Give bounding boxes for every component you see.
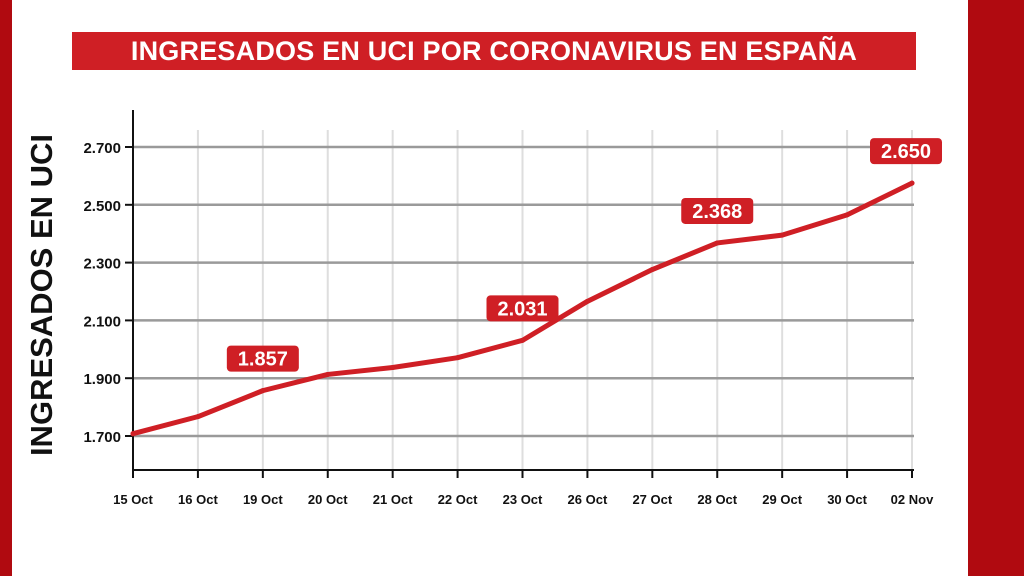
y-tick-label: 1.900 bbox=[83, 371, 121, 388]
left-frame-bar bbox=[0, 0, 12, 576]
x-tick-label: 30 Oct bbox=[827, 492, 867, 507]
data-point bbox=[779, 232, 785, 238]
data-point bbox=[520, 337, 525, 343]
x-tick-label: 20 Oct bbox=[308, 492, 348, 507]
y-tick-label: 2.500 bbox=[83, 198, 121, 215]
data-label: 2.368 bbox=[692, 201, 742, 223]
data-point bbox=[584, 298, 590, 304]
x-tick-label: 27 Oct bbox=[632, 492, 672, 507]
data-label-box bbox=[870, 138, 942, 165]
data-label-box bbox=[486, 295, 559, 322]
data-label: 1.857 bbox=[238, 349, 288, 371]
data-label-box bbox=[226, 345, 299, 372]
data-point bbox=[130, 431, 136, 437]
data-label-box bbox=[681, 197, 754, 224]
data-point bbox=[844, 212, 850, 218]
data-label: 2.031 bbox=[497, 298, 547, 320]
x-tick-label: 15 Oct bbox=[113, 492, 153, 507]
chart-title-banner: INGRESADOS EN UCI POR CORONAVIRUS EN ESP… bbox=[72, 32, 916, 70]
y-tick-label: 1.700 bbox=[83, 429, 121, 446]
x-tick-label: 29 Oct bbox=[762, 492, 802, 507]
data-point bbox=[909, 180, 915, 186]
data-point bbox=[714, 240, 720, 246]
data-point bbox=[325, 371, 331, 377]
x-tick-label: 19 Oct bbox=[243, 492, 283, 507]
data-point bbox=[260, 388, 266, 394]
chart-title: INGRESADOS EN UCI POR CORONAVIRUS EN ESP… bbox=[130, 35, 858, 66]
data-point bbox=[390, 365, 396, 371]
x-tick-label: 23 Oct bbox=[503, 492, 543, 507]
y-tick-label: 2.300 bbox=[83, 256, 121, 273]
data-point bbox=[195, 414, 201, 420]
x-tick-label: 16 Oct bbox=[178, 492, 218, 507]
x-tick-label: 26 Oct bbox=[568, 492, 608, 507]
data-point bbox=[649, 267, 655, 273]
right-frame-bar bbox=[968, 0, 1024, 576]
x-tick-label: 21 Oct bbox=[373, 492, 413, 507]
data-label: 2.650 bbox=[881, 141, 931, 163]
data-point bbox=[455, 355, 461, 361]
x-tick-label: 28 Oct bbox=[697, 492, 737, 507]
x-tick-label: 02 Nov bbox=[891, 492, 934, 507]
y-tick-label: 2.100 bbox=[83, 313, 121, 330]
y-tick-label: 2.700 bbox=[83, 140, 121, 157]
x-tick-label: 22 Oct bbox=[438, 492, 478, 507]
